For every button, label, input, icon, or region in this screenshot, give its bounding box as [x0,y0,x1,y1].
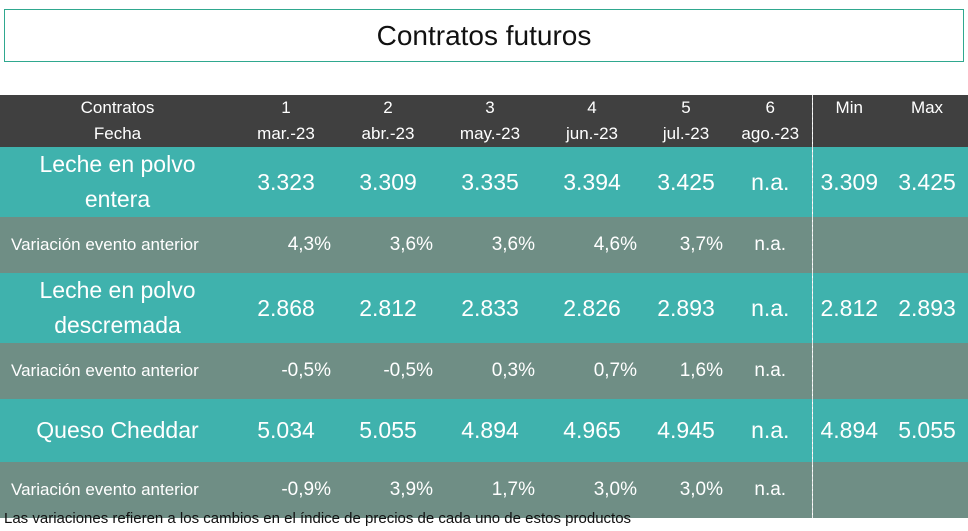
product-name-line: descremada [54,312,181,338]
contract-date: jun.-23 [566,124,618,143]
header-contract-5: 5 jul.-23 [643,95,729,147]
variation-cell: 1,6% [643,343,729,399]
price-cell: 5.034 [235,399,337,462]
header-contract-2: 2 abr.-23 [337,95,439,147]
empty-cell [886,462,968,518]
variation-row: Variación evento anterior -0,9% 3,9% 1,7… [0,462,968,518]
price-cell: n.a. [729,273,812,343]
variation-label: Variación evento anterior [0,217,235,273]
table-header-row: Contratos Fecha 1 mar.-23 2 abr.-23 3 may.-… [0,95,968,147]
contract-number: 5 [681,98,691,117]
max-cell: 2.893 [886,273,968,343]
contract-number: 4 [587,98,597,117]
empty-cell [886,343,968,399]
price-cell: 2.868 [235,273,337,343]
min-cell: 4.894 [811,399,886,462]
price-cell: 4.965 [541,399,643,462]
product-name: Leche en polvo descremada [0,273,235,343]
min-cell: 2.812 [811,273,886,343]
variation-cell: 3,6% [337,217,439,273]
variation-cell: 3,9% [337,462,439,518]
page-title: Contratos futuros [4,9,964,62]
variation-cell: 0,7% [541,343,643,399]
variation-cell: -0,9% [235,462,337,518]
max-cell: 5.055 [886,399,968,462]
empty-cell [811,343,886,399]
price-cell: n.a. [729,147,812,217]
variation-cell: 0,3% [439,343,541,399]
price-cell: 4.945 [643,399,729,462]
max-cell: 3.425 [886,147,968,217]
min-cell: 3.309 [811,147,886,217]
product-name-line: Leche en polvo [39,151,196,177]
header-contract-3: 3 may.-23 [439,95,541,147]
variation-row: Variación evento anterior 4,3% 3,6% 3,6%… [0,217,968,273]
price-cell: 3.425 [643,147,729,217]
price-cell: 3.335 [439,147,541,217]
variation-cell: -0,5% [235,343,337,399]
contract-number: 6 [765,98,775,117]
variation-label: Variación evento anterior [0,343,235,399]
product-name: Queso Cheddar [0,399,235,462]
header-label-cell: Contratos Fecha [0,95,235,147]
variation-cell: 3,0% [643,462,729,518]
contract-number: 2 [383,98,393,117]
price-cell: 3.309 [337,147,439,217]
product-row: Leche en polvo descremada 2.868 2.812 2.8… [0,273,968,343]
contract-number: 1 [281,98,291,117]
variation-label: Variación evento anterior [0,462,235,518]
header-contract-1: 1 mar.-23 [235,95,337,147]
contract-date: may.-23 [459,124,521,143]
product-name-line: Queso Cheddar [36,417,199,443]
variation-cell: 3,7% [643,217,729,273]
variation-cell: 1,7% [439,462,541,518]
variation-cell: 3,6% [439,217,541,273]
price-cell: 2.826 [541,273,643,343]
empty-cell [811,462,886,518]
variation-cell: n.a. [729,462,812,518]
price-cell: 4.894 [439,399,541,462]
product-row: Leche en polvo entera 3.323 3.309 3.335 3… [0,147,968,217]
variation-cell: -0,5% [337,343,439,399]
product-name-line: Leche en polvo [39,277,196,303]
price-cell: 5.055 [337,399,439,462]
contract-number: 3 [485,98,495,117]
empty-cell [811,217,886,273]
header-contract-4: 4 jun.-23 [541,95,643,147]
price-cell: 2.893 [643,273,729,343]
empty-cell [886,217,968,273]
footnote: Las variaciones refieren a los cambios e… [4,510,632,527]
product-row: Queso Cheddar 5.034 5.055 4.894 4.965 4.… [0,399,968,462]
variation-cell: 4,3% [235,217,337,273]
header-contracts-label: Contratos [80,98,155,117]
header-contract-6: 6 ago.-23 [729,95,812,147]
contract-date: jul.-23 [662,124,710,143]
contract-date: abr.-23 [361,124,415,143]
price-cell: n.a. [729,399,812,462]
variation-cell: n.a. [729,343,812,399]
futures-table: Contratos Fecha 1 mar.-23 2 abr.-23 3 may.-… [0,95,968,518]
price-cell: 2.812 [337,273,439,343]
price-cell: 3.323 [235,147,337,217]
contract-date: ago.-23 [741,124,800,143]
variation-cell: 4,6% [541,217,643,273]
price-cell: 2.833 [439,273,541,343]
variation-row: Variación evento anterior -0,5% -0,5% 0,… [0,343,968,399]
header-max: Max [886,95,968,147]
header-min: Min [811,95,886,147]
min-label: Min [835,98,863,117]
product-name: Leche en polvo entera [0,147,235,217]
product-name-line: entera [84,186,151,212]
header-date-label: Fecha [93,124,142,143]
variation-cell: n.a. [729,217,812,273]
price-cell: 3.394 [541,147,643,217]
contract-date: mar.-23 [257,124,315,143]
max-label: Max [910,98,944,117]
variation-cell: 3,0% [541,462,643,518]
